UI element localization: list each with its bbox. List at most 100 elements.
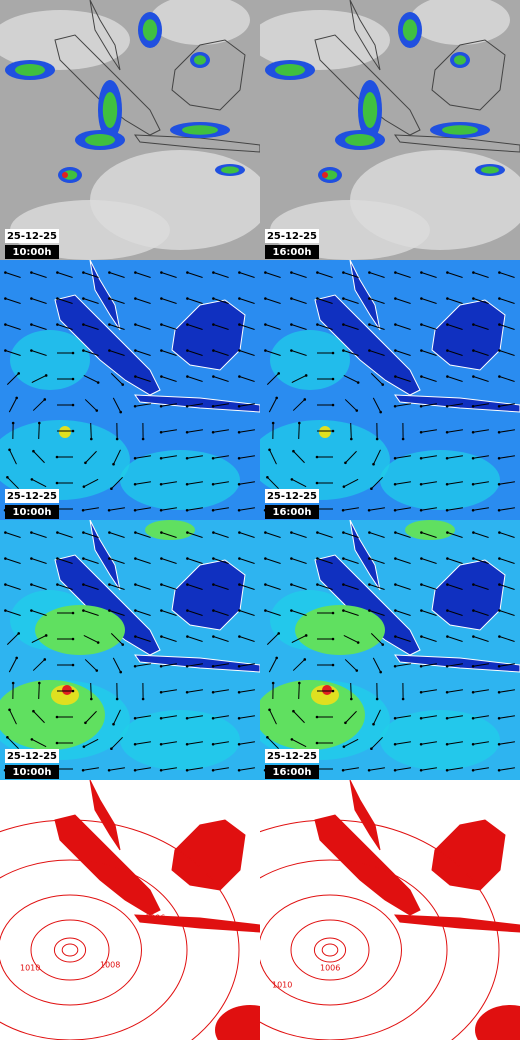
wind-arrow-head	[471, 690, 475, 694]
wind-arrow-head	[160, 323, 163, 326]
wind-arrow	[57, 324, 73, 330]
wind-arrow-head	[108, 297, 111, 300]
wind-arrow-head	[344, 721, 347, 725]
wind-arrow	[473, 663, 489, 667]
wind-arrow-head	[471, 482, 475, 486]
wind-arrow	[291, 478, 307, 488]
wind-arrow-head	[446, 635, 449, 638]
isobar	[290, 919, 370, 981]
cloud-cell	[221, 166, 239, 174]
wind-arrow	[350, 682, 352, 700]
wind-arrow	[239, 376, 255, 382]
wind-arrow	[343, 558, 359, 564]
wind-arrow-head	[264, 297, 267, 300]
wind-arrow	[161, 663, 177, 667]
wind-arrow-head	[472, 349, 475, 352]
wind-arrow	[473, 481, 489, 485]
wind-arrow	[135, 298, 151, 304]
wind-arrow-head	[315, 481, 319, 485]
wind-arrow-head	[30, 557, 33, 560]
wind-arrow-head	[420, 349, 423, 352]
wind-arrow-head	[445, 482, 449, 486]
wind-arrow-head	[472, 609, 475, 612]
wind-arrow	[421, 272, 437, 278]
wind-arrow	[213, 715, 229, 719]
wind-arrow-head	[56, 323, 59, 326]
wind-arrow	[499, 376, 515, 382]
wind-arrow	[292, 659, 306, 671]
wind-arrow	[447, 663, 463, 667]
wind-arrow-head	[95, 669, 99, 672]
wind-arrow-head	[264, 609, 267, 612]
wind-arrow	[343, 507, 359, 511]
wind-arrow	[83, 532, 99, 538]
wind-arrow-head	[350, 437, 353, 441]
isobar	[313, 937, 347, 963]
wind-arrow	[343, 324, 359, 330]
wind-arrow-head	[472, 271, 475, 274]
wind-arrow-head	[159, 482, 163, 486]
wind-arrow-head	[497, 742, 501, 746]
wind-arrow-head	[4, 557, 7, 560]
wind-arrow-head	[394, 375, 397, 378]
wind-arrow-head	[266, 735, 269, 739]
wind-arrow	[135, 532, 151, 538]
wind-arrow-head	[268, 708, 271, 712]
wind-arrow	[395, 741, 411, 745]
wind-arrow-head	[420, 531, 423, 534]
wind-arrow-head	[211, 664, 215, 668]
isobar	[0, 859, 188, 1040]
wind-arrow	[421, 481, 437, 485]
wind-arrow-head	[446, 557, 449, 560]
wind-arrow	[109, 558, 125, 564]
wind-arrow	[239, 715, 255, 719]
wind-arrow-head	[419, 508, 423, 512]
wind-arrow-head	[43, 658, 47, 661]
wind-arrow	[187, 532, 203, 538]
wind-arrow	[343, 375, 359, 383]
landmass	[431, 819, 506, 891]
date-box	[265, 489, 319, 503]
wind-patch	[260, 680, 365, 750]
wind-arrow-head	[160, 635, 163, 638]
wind-arrow	[372, 657, 382, 673]
wind-arrow-head	[497, 404, 501, 408]
map-panel: 1010 1006	[260, 780, 520, 1040]
wind-arrow	[473, 455, 489, 459]
wind-arrow	[187, 610, 203, 616]
wind-arrow	[111, 476, 123, 490]
wind-arrow-head	[186, 271, 189, 274]
wind-arrow-head	[394, 349, 397, 352]
date-box	[265, 749, 319, 763]
wind-arrow	[473, 584, 489, 590]
wind-arrow	[421, 558, 437, 564]
map-panel: 25-12-25 16:00h	[260, 0, 520, 260]
wind-arrow-head	[370, 487, 373, 491]
wind-arrow-head	[185, 664, 189, 668]
cloud-cell	[442, 125, 478, 135]
wind-arrow	[239, 689, 255, 693]
wind-arrow	[239, 532, 255, 538]
wind-arrow	[31, 635, 47, 643]
wind-arrow	[187, 272, 203, 278]
wind-arrow-head	[238, 375, 241, 378]
wind-arrow	[161, 558, 177, 564]
wind-arrow-head	[185, 404, 189, 408]
isobar	[0, 894, 142, 1006]
wind-arrow-head	[304, 634, 308, 637]
wind-arrow	[239, 558, 255, 564]
wind-arrow	[161, 324, 177, 330]
wind-arrow	[473, 636, 489, 642]
wind-arrow	[350, 422, 352, 440]
wind-arrow	[421, 455, 437, 459]
wind-arrow-head	[134, 531, 137, 534]
wind-arrow-head	[17, 632, 21, 635]
wind-arrow	[161, 481, 177, 485]
wind-arrow	[31, 558, 47, 564]
wind-arrow-head	[420, 297, 423, 300]
wind-arrow	[343, 532, 359, 538]
date-label: 25-12-25	[7, 751, 57, 762]
wind-patch	[0, 680, 105, 750]
time-label: 10:00h	[13, 247, 52, 258]
isobar-label: 1006	[320, 964, 340, 973]
